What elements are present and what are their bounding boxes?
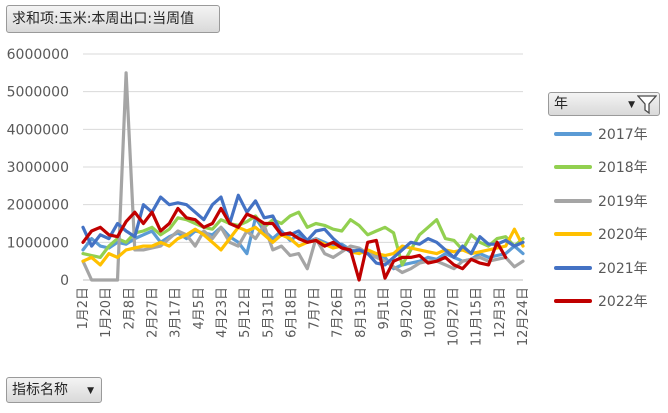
legend: 2017年 2018年 2019年 2020年 2021年 2022年 — [552, 123, 662, 323]
legend-item[interactable]: 2019年 — [552, 190, 662, 223]
series-line-2020年 — [81, 225, 525, 267]
x-axis: 1月2日 1月20日 2月8日 2月27日 3月17日 4月5日 4月23日 5月12日 5月3… — [76, 279, 531, 346]
legend-swatch — [554, 132, 592, 136]
legend-label: 2017年 — [598, 127, 648, 143]
axis-field-button[interactable]: 指标名称 ▼ — [6, 377, 102, 403]
x-tick-label: 5月31日 — [261, 287, 276, 338]
x-tick-label: 7月26日 — [331, 287, 346, 338]
x-tick-label: 3月17日 — [169, 287, 184, 338]
legend-label: 2022年 — [598, 293, 648, 310]
legend-label: 2021年 — [598, 260, 648, 277]
plot-area — [81, 71, 525, 282]
legend-label: 2018年 — [598, 160, 648, 177]
x-tick-label: 2月27日 — [145, 287, 160, 338]
x-tick-label: 4月5日 — [192, 287, 207, 330]
x-tick-label: 1月20日 — [99, 287, 114, 338]
series-line-2021年 — [81, 193, 525, 267]
y-tick-label: 0 — [60, 273, 69, 289]
year-filter-button[interactable]: 年 ▼ — [548, 92, 660, 116]
x-tick-label: 4月23日 — [215, 287, 230, 338]
legend-item[interactable]: 2022年 — [552, 290, 662, 323]
x-tick-label: 10月27日 — [447, 287, 462, 346]
x-tick-label: 5月12日 — [238, 287, 253, 338]
legend-swatch — [554, 198, 592, 203]
legend-item[interactable]: 2021年 — [552, 257, 662, 290]
series-line-2018年 — [81, 210, 525, 267]
x-tick-label: 8月13日 — [354, 287, 369, 338]
legend-label: 2020年 — [598, 227, 648, 244]
filter-funnel-icon[interactable] — [637, 95, 657, 115]
y-axis: 0 1000000 2000000 3000000 4000000 5000000 6000… — [7, 47, 69, 289]
chevron-down-icon[interactable]: ▼ — [87, 386, 94, 396]
x-tick-label: 12月3日 — [493, 287, 508, 338]
chevron-down-icon[interactable]: ▼ — [628, 100, 635, 110]
y-tick-label: 2000000 — [7, 198, 69, 214]
y-tick-label: 5000000 — [7, 85, 69, 101]
x-tick-label: 7月7日 — [308, 287, 323, 330]
y-tick-label: 1000000 — [7, 235, 69, 251]
x-tick-label: 9月1日 — [377, 287, 392, 330]
x-tick-label: 2月8日 — [122, 287, 137, 330]
y-tick-label: 3000000 — [7, 160, 69, 176]
year-filter-label: 年 — [554, 96, 568, 112]
x-tick-label: 10月8日 — [423, 287, 438, 338]
legend-item[interactable]: 2017年 — [552, 123, 662, 156]
legend-swatch — [554, 165, 592, 170]
y-tick-label: 6000000 — [7, 47, 69, 63]
legend-swatch — [554, 298, 592, 303]
y-tick-label: 4000000 — [7, 122, 69, 138]
value-field-label: 求和项:玉米:本周出口:当周值 — [12, 11, 195, 27]
x-tick-label: 1月2日 — [76, 287, 91, 330]
x-tick-label: 11月15日 — [470, 287, 485, 346]
legend-item[interactable]: 2018年 — [552, 156, 662, 189]
series-line-2022年 — [81, 206, 508, 282]
legend-swatch — [554, 232, 592, 237]
x-tick-label: 9月20日 — [400, 287, 415, 338]
legend-item[interactable]: 2020年 — [552, 223, 662, 256]
x-tick-label: 12月24日 — [516, 287, 531, 346]
legend-label: 2019年 — [598, 193, 648, 210]
legend-swatch — [554, 265, 592, 270]
value-field-button[interactable]: 求和项:玉米:本周出口:当周值 — [6, 5, 220, 33]
series-line-2019年 — [81, 71, 525, 282]
axis-field-label: 指标名称 — [12, 382, 68, 398]
x-tick-label: 6月18日 — [284, 287, 299, 338]
